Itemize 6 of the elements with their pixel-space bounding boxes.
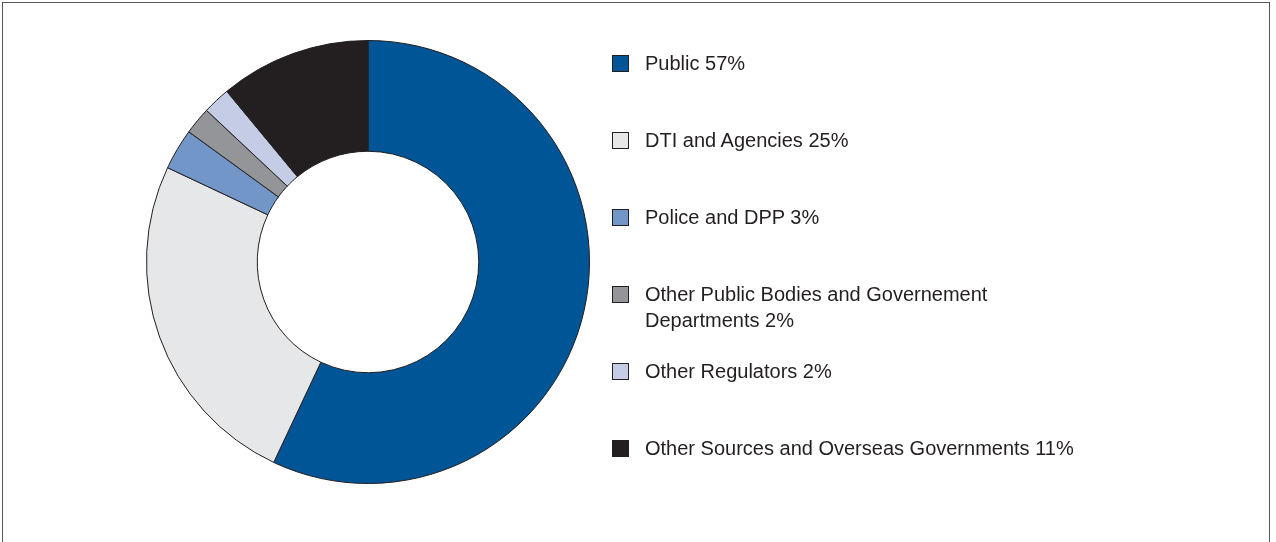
- legend-label: Other Regulators 2%: [645, 359, 833, 384]
- legend-label: Other Public Bodies and Governement Departments 2%: [645, 282, 989, 333]
- legend-label: Other Sources and Overseas Governments 11%: [645, 436, 1075, 461]
- legend-label: Public 57%: [645, 51, 747, 76]
- legend-label: DTI and Agencies 25%: [645, 128, 850, 153]
- legend-label: Police and DPP 3%: [645, 205, 821, 230]
